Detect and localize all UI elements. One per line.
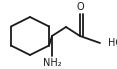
Text: NH₂: NH₂ — [43, 58, 61, 68]
Text: O: O — [76, 2, 84, 12]
Text: HO: HO — [108, 38, 117, 48]
